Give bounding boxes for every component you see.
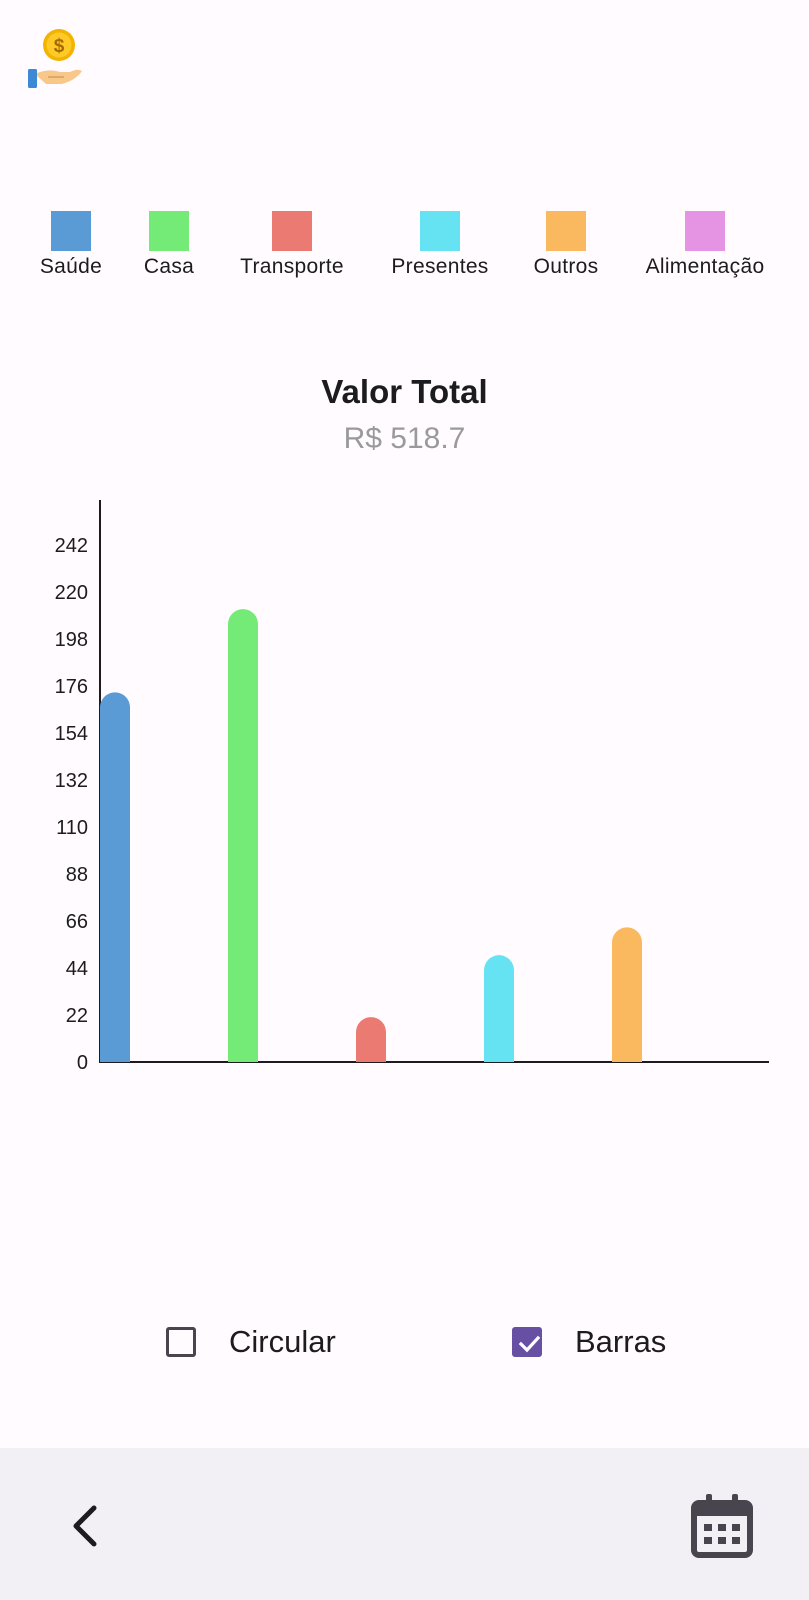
legend-label: Casa: [143, 255, 195, 278]
legend-item-alimentacao: Alimentação: [635, 211, 775, 279]
chart-legend: Saúde Casa Transporte Presentes Outros A…: [0, 211, 809, 291]
y-tick-label: 22: [66, 1005, 88, 1027]
legend-swatch: [546, 211, 586, 251]
y-tick-label: 132: [55, 770, 88, 792]
total-value: R$ 518.7: [343, 422, 466, 455]
barras-checkbox[interactable]: [512, 1327, 542, 1357]
total-title: Valor Total: [321, 373, 488, 410]
legend-swatch: [51, 211, 91, 251]
legend-item-outros: Outros: [496, 211, 636, 279]
legend-label: Presentes: [391, 255, 489, 278]
y-tick-label: 110: [56, 817, 88, 839]
y-tick-label: 176: [55, 676, 88, 698]
y-tick-label: 66: [66, 911, 88, 933]
y-tick-label: 0: [77, 1052, 88, 1074]
y-tick-label: 220: [55, 582, 88, 604]
legend-swatch: [420, 211, 460, 251]
svg-text:$: $: [54, 36, 65, 57]
y-tick-label: 88: [66, 864, 88, 886]
y-tick-label: 44: [66, 958, 88, 980]
bar-outros: [612, 927, 642, 1062]
bar-saude: [100, 692, 130, 1062]
back-button[interactable]: [62, 1502, 110, 1550]
barras-label[interactable]: Barras: [575, 1324, 667, 1359]
bar-chart: 0 22 44 66 88 110 132 154 176 198 220 242: [55, 500, 769, 1074]
legend-label: Outros: [533, 255, 599, 278]
circular-checkbox[interactable]: [166, 1327, 196, 1357]
legend-swatch: [272, 211, 312, 251]
bar-presentes: [484, 955, 514, 1062]
bar-casa: [228, 609, 258, 1062]
circular-toggle[interactable]: Circular: [166, 1320, 336, 1364]
coin-hand-icon: $: [26, 28, 82, 90]
legend-swatch: [149, 211, 189, 251]
legend-item-saude: Saúde: [1, 211, 141, 279]
y-tick-label: 154: [55, 723, 88, 745]
legend-item-transporte: Transporte: [222, 211, 362, 279]
y-tick-label: 242: [55, 535, 88, 557]
legend-item-presentes: Presentes: [370, 211, 510, 279]
bar-transporte: [356, 1017, 386, 1062]
calendar-icon: [691, 1494, 753, 1558]
calendar-button[interactable]: [690, 1493, 754, 1559]
legend-swatch: [685, 211, 725, 251]
legend-item-casa: Casa: [99, 211, 239, 279]
y-tick-label: 198: [55, 629, 88, 651]
barras-toggle[interactable]: Barras: [512, 1320, 666, 1364]
circular-label[interactable]: Circular: [229, 1324, 336, 1359]
legend-label: Saúde: [39, 255, 103, 278]
bottom-navigation-bar: [0, 1448, 809, 1600]
legend-label: Alimentação: [645, 255, 765, 278]
chevron-left-icon: [73, 1505, 97, 1547]
legend-label: Transporte: [240, 255, 344, 278]
